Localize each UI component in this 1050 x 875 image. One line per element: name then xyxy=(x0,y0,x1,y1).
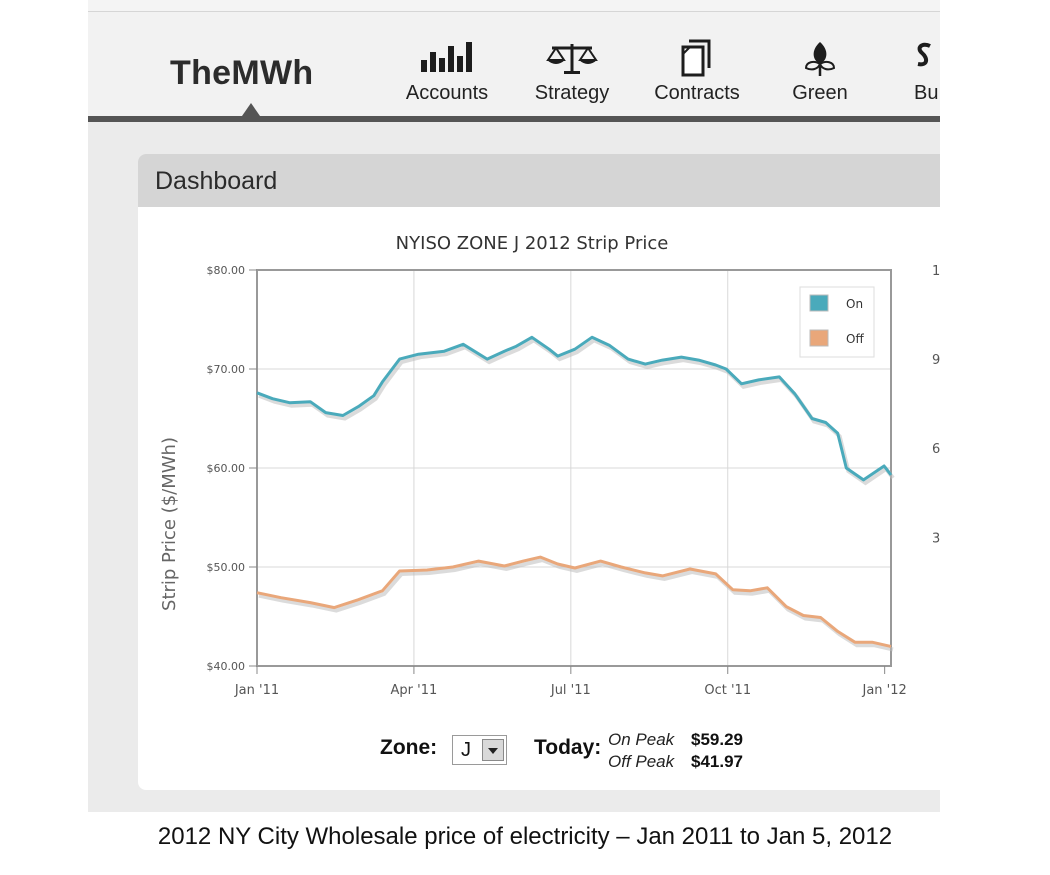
series-shadow xyxy=(258,337,895,486)
on-peak-label: On Peak xyxy=(608,730,675,749)
nav-label-green: Green xyxy=(792,82,848,104)
nav-item-strategy[interactable]: Strategy xyxy=(517,26,627,105)
x-axis-ticks: Jan '11 Apr '11 Jul '11 Oct '11 Jan '12 xyxy=(234,666,907,698)
y-tick-label: $60.00 xyxy=(207,462,246,475)
balance-scale-icon xyxy=(546,44,598,74)
chart-title: NYISO ZONE J 2012 Strip Price xyxy=(396,233,669,254)
right-axis-tick-label: 9 xyxy=(932,353,940,368)
documents-icon xyxy=(681,39,711,77)
zone-dropdown-button[interactable] xyxy=(482,739,504,761)
y-tick-label: $50.00 xyxy=(207,561,246,574)
nav-item-contracts[interactable]: Contracts xyxy=(642,26,752,105)
app-screenshot: TheMWh Accounts Strategy xyxy=(88,0,940,812)
legend-label-on: On xyxy=(846,297,863,311)
zone-label: Zone: xyxy=(380,736,438,759)
chevron-down-icon xyxy=(488,748,498,754)
top-navigation-bar: TheMWh Accounts Strategy xyxy=(88,12,940,116)
dashboard-panel-header: Dashboard xyxy=(138,154,940,207)
y-tick-label: $40.00 xyxy=(207,660,246,673)
zone-select[interactable]: J xyxy=(452,735,507,765)
series-shadow xyxy=(258,558,894,652)
y-axis-ticks: $80.00 $70.00 $60.00 $50.00 $40.00 xyxy=(207,264,257,673)
right-axis-ticks: 1,2 9 6 3 xyxy=(932,264,940,546)
nav-item-cut-off[interactable]: Bu xyxy=(888,26,940,105)
nav-label-accounts: Accounts xyxy=(405,82,489,104)
legend-swatch-off xyxy=(809,329,829,347)
nav-label-contracts: Contracts xyxy=(654,82,740,104)
nav-label-strategy: Strategy xyxy=(534,82,610,104)
right-axis-tick-label: 6 xyxy=(932,442,940,457)
nav-item-green[interactable]: Green xyxy=(765,26,875,105)
nav-divider-bar xyxy=(88,116,940,122)
dashboard-panel: Dashboard NYISO ZONE J 2012 Strip Price … xyxy=(138,154,940,790)
y-axis-label: Strip Price ($/MWh) xyxy=(159,437,180,611)
site-logo[interactable]: TheMWh xyxy=(170,54,314,92)
x-tick-label: Jul '11 xyxy=(550,683,591,698)
zone-select-value: J xyxy=(461,739,471,761)
figure-caption: 2012 NY City Wholesale price of electric… xyxy=(157,823,893,850)
zone-controls: Zone: J Today: On Peak $59.29 Off Peak $… xyxy=(88,730,940,790)
right-axis-tick-label: 3 xyxy=(932,531,940,546)
chart-legend: On Off xyxy=(799,286,875,358)
x-tick-label: Jan '12 xyxy=(862,683,907,698)
nav-label-cut-off: Bu xyxy=(914,82,939,104)
chart-series xyxy=(256,335,895,652)
y-tick-label: $70.00 xyxy=(207,363,246,376)
y-tick-label: $80.00 xyxy=(207,264,246,277)
series-line-off xyxy=(256,555,892,648)
legend-swatch-on xyxy=(809,294,829,312)
x-tick-label: Jan '11 xyxy=(234,683,279,698)
dashboard-title: Dashboard xyxy=(155,167,278,195)
strip-price-chart: NYISO ZONE J 2012 Strip Price Strip Pric… xyxy=(159,233,940,698)
x-tick-label: Apr '11 xyxy=(391,683,438,698)
nav-item-accounts[interactable]: Accounts xyxy=(392,26,502,105)
on-peak-value: $59.29 xyxy=(691,730,743,749)
series-line-on xyxy=(256,335,893,482)
off-peak-value: $41.97 xyxy=(691,752,743,771)
cut-off-icon xyxy=(917,42,931,67)
legend-label-off: Off xyxy=(846,332,864,346)
today-label: Today: xyxy=(534,736,602,759)
x-tick-label: Oct '11 xyxy=(704,683,751,698)
browser-top-strip xyxy=(88,0,940,12)
right-axis-tick-label: 1,2 xyxy=(932,264,940,279)
leaf-icon xyxy=(804,42,836,76)
bar-chart-icon xyxy=(421,42,472,72)
active-nav-caret xyxy=(242,103,260,116)
off-peak-label: Off Peak xyxy=(608,752,675,771)
